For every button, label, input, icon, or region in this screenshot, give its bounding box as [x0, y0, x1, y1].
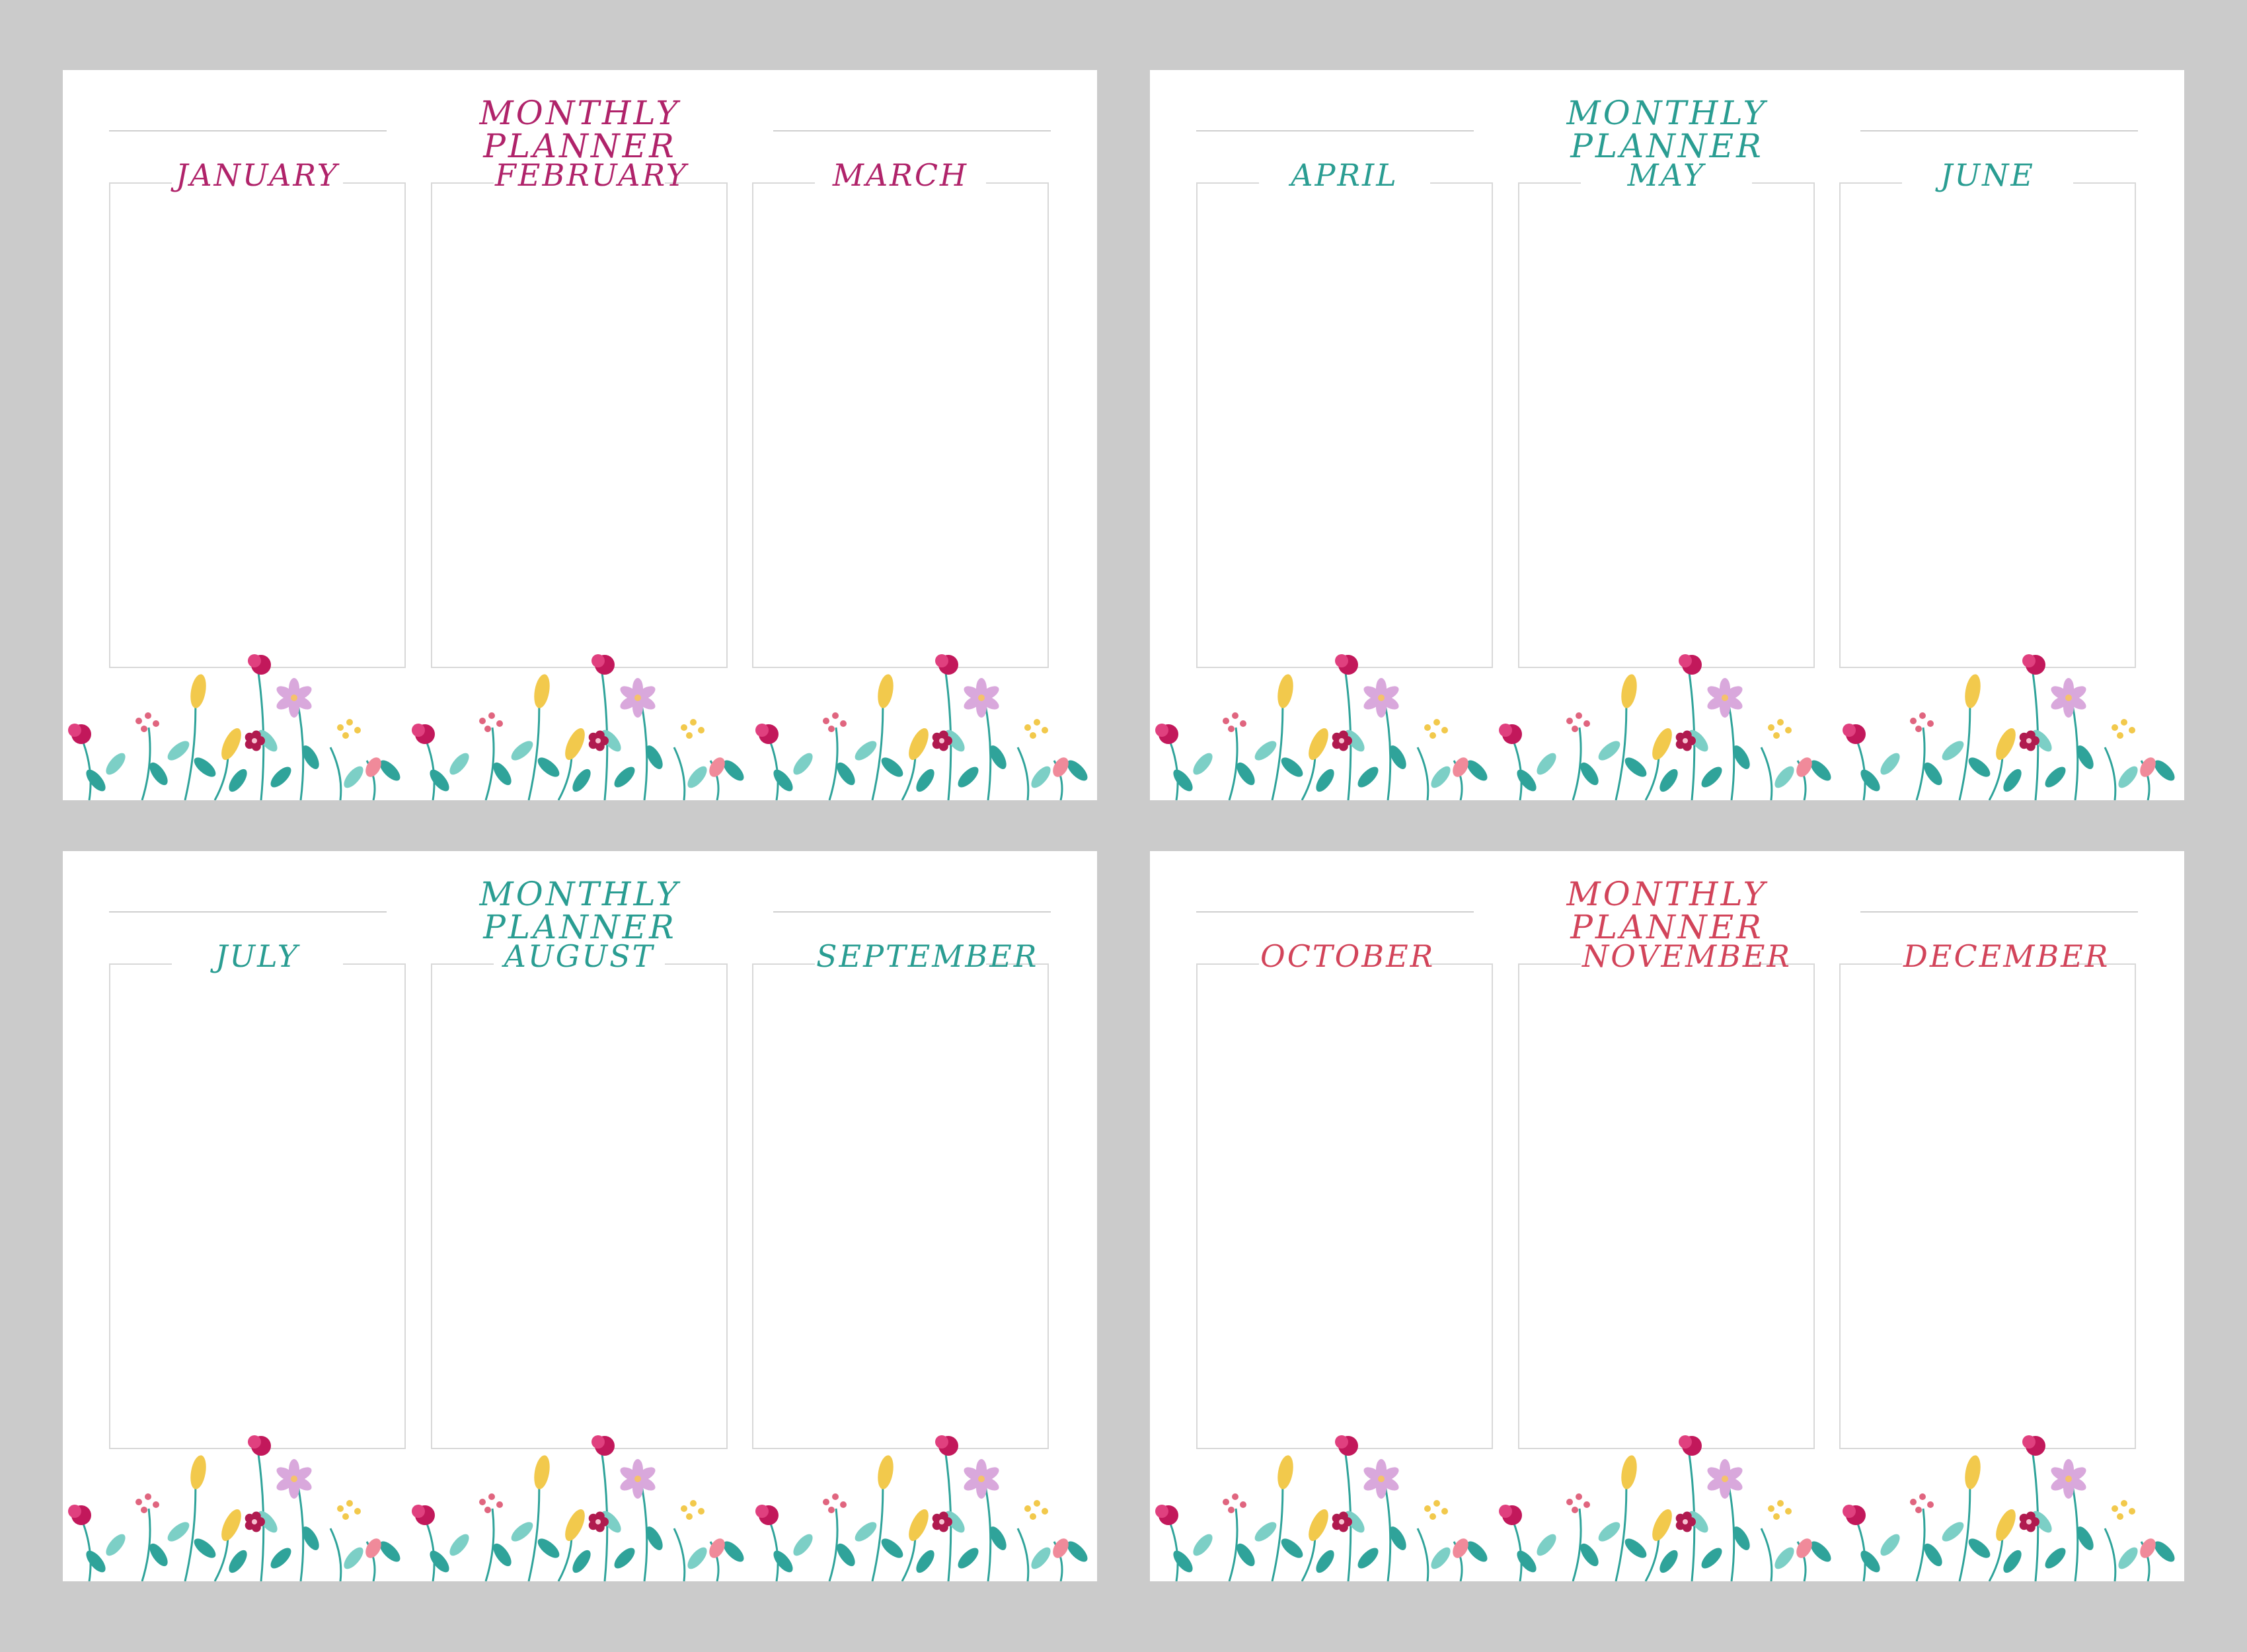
planner-sheet-q2: MONTHLY PLANNER APRIL MAY JUNE: [1150, 70, 2184, 800]
title-rule-right: [773, 911, 1051, 913]
box-rule: [1839, 182, 1902, 184]
month-box-august[interactable]: AUGUST: [431, 941, 728, 1449]
title-rule-left: [1196, 130, 1474, 131]
box-rule: [1196, 182, 1259, 184]
title-rule-left: [109, 911, 387, 913]
month-box-march[interactable]: MARCH: [752, 160, 1049, 668]
flower-border-illustration: [68, 1435, 1088, 1581]
month-box-november[interactable]: NOVEMBER: [1518, 941, 1815, 1449]
flower-border-illustration: [1155, 654, 2175, 800]
box-rule: [1518, 182, 1581, 184]
box-rule: [1430, 963, 1493, 965]
planner-title: MONTHLY PLANNER: [1566, 94, 1768, 165]
box-rule: [343, 963, 406, 965]
box-rule: [752, 182, 815, 184]
month-box-february[interactable]: FEBRUARY: [431, 160, 728, 668]
title-rule-left: [109, 130, 387, 131]
month-label: MARCH: [832, 157, 969, 193]
month-label: OCTOBER: [1260, 938, 1435, 974]
month-box-september[interactable]: SEPTEMBER: [752, 941, 1049, 1449]
box-rule: [1752, 182, 1815, 184]
month-box-june[interactable]: JUNE: [1839, 160, 2136, 668]
month-box-april[interactable]: APRIL: [1196, 160, 1493, 668]
title-rule-left: [1196, 911, 1474, 913]
box-rule: [752, 963, 815, 965]
box-rule: [431, 182, 494, 184]
box-rule: [109, 963, 172, 965]
planner-sheet-q4: MONTHLY PLANNER OCTOBER NOVEMBER DECEMBE…: [1150, 851, 2184, 1581]
box-rule: [1752, 963, 1815, 965]
month-label: AUGUST: [504, 938, 655, 974]
box-rule: [343, 182, 406, 184]
title-rule-right: [1860, 911, 2138, 913]
planner-sheet-q3: MONTHLY PLANNER JULY AUGUST SEPTEMBER: [63, 851, 1097, 1581]
box-rule: [665, 182, 728, 184]
box-rule: [986, 963, 1049, 965]
month-label: FEBRUARY: [495, 157, 689, 193]
box-rule: [1518, 963, 1581, 965]
month-label: NOVEMBER: [1582, 938, 1792, 974]
month-label: MAY: [1627, 157, 1706, 193]
planner-title: MONTHLY PLANNER: [479, 94, 681, 165]
month-box-december[interactable]: DECEMBER: [1839, 941, 2136, 1449]
box-rule: [2073, 963, 2136, 965]
planner-title: MONTHLY PLANNER: [479, 875, 681, 946]
month-label: JUNE: [1940, 157, 2036, 193]
box-rule: [2073, 182, 2136, 184]
month-label: DECEMBER: [1903, 938, 2110, 974]
box-rule: [109, 182, 172, 184]
month-label: SEPTEMBER: [816, 938, 1039, 974]
planner-sheet-q1: MONTHLY PLANNER JANUARY FEBRUARY MARCH: [63, 70, 1097, 800]
box-rule: [986, 182, 1049, 184]
month-box-july[interactable]: JULY: [109, 941, 406, 1449]
box-rule: [431, 963, 494, 965]
box-rule: [665, 963, 728, 965]
title-rule-right: [1860, 130, 2138, 131]
planner-title: MONTHLY PLANNER: [1566, 875, 1768, 946]
month-box-january[interactable]: JANUARY: [109, 160, 406, 668]
flower-border-illustration: [68, 654, 1088, 800]
month-box-october[interactable]: OCTOBER: [1196, 941, 1493, 1449]
month-label: JANUARY: [175, 157, 340, 193]
box-rule: [1839, 963, 1902, 965]
box-rule: [1196, 963, 1259, 965]
month-label: APRIL: [1291, 157, 1398, 193]
month-label: JULY: [215, 938, 300, 974]
title-rule-right: [773, 130, 1051, 131]
month-box-may[interactable]: MAY: [1518, 160, 1815, 668]
flower-border-illustration: [1155, 1435, 2175, 1581]
box-rule: [1430, 182, 1493, 184]
